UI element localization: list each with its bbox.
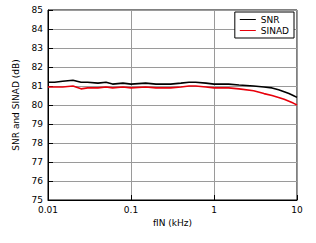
- svg-text:76: 76: [32, 176, 44, 186]
- svg-text:SNR: SNR: [261, 15, 280, 25]
- svg-text:81: 81: [32, 81, 43, 91]
- svg-text:84: 84: [32, 24, 44, 34]
- svg-text:0.1: 0.1: [124, 205, 138, 215]
- svg-text:SINAD: SINAD: [261, 26, 289, 36]
- svg-text:SNR and SINAD (dB): SNR and SINAD (dB): [11, 59, 21, 150]
- svg-text:78: 78: [32, 138, 44, 148]
- svg-text:82: 82: [32, 62, 43, 72]
- svg-text:10: 10: [291, 205, 303, 215]
- svg-text:80: 80: [32, 100, 44, 110]
- svg-text:83: 83: [32, 43, 43, 53]
- svg-text:fIN (kHz): fIN (kHz): [153, 218, 192, 228]
- svg-text:79: 79: [32, 119, 44, 129]
- svg-text:0.01: 0.01: [38, 205, 58, 215]
- svg-text:77: 77: [32, 157, 43, 167]
- svg-text:75: 75: [32, 195, 43, 205]
- svg-text:1: 1: [211, 205, 217, 215]
- svg-text:85: 85: [32, 5, 43, 15]
